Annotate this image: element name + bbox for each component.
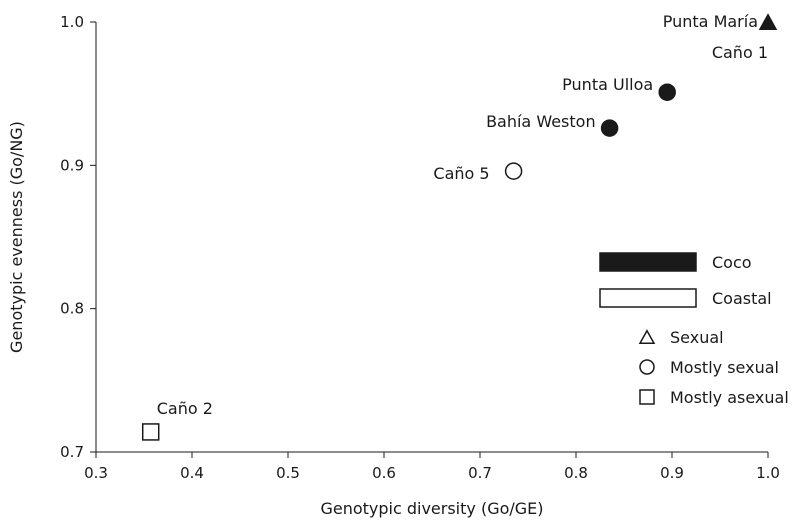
label-punta-ulloa: Punta Ulloa [562,75,653,94]
legend-label-mostly-sexual: Mostly sexual [670,358,779,377]
point-punta-ulloa [658,83,676,101]
y-tick-label: 0.8 [60,300,84,318]
x-tick-label: 0.7 [468,464,492,482]
legend-marker-mostly-sexual [639,359,655,375]
point-punta-maria [758,13,778,30]
axes: 0.3 0.4 0.5 0.6 0.7 0.8 0.9 1.0 0.7 0.8 0.9 1.0 [60,13,780,482]
x-axis-label: Genotypic diversity (Go/GE) [320,499,543,518]
label-cano-5: Caño 5 [433,164,489,183]
y-axis-label: Genotypic evenness (Go/NG) [7,121,26,353]
point-cano-2 [141,423,160,441]
legend-label-sexual: Sexual [670,328,724,347]
point-cano-5 [504,162,523,180]
x-tick-label: 0.9 [660,464,684,482]
legend-swatch-coastal [599,288,697,308]
data-points: Punta María Caño 1 Punta Ulloa Bahía Weston… [141,12,778,441]
legend-label-coastal: Coastal [712,289,772,308]
x-tick-label: 0.4 [180,464,204,482]
x-tick-label: 0.8 [564,464,588,482]
y-tick-label: 1.0 [60,13,84,31]
label-punta-maria: Punta María [663,12,758,31]
legend-marker-sexual [638,329,656,345]
legend-label-mostly-asexual: Mostly asexual [670,388,789,407]
y-tick-label: 0.9 [60,156,84,174]
label-bahia-weston: Bahía Weston [486,112,596,131]
legend-label-coco: Coco [712,253,752,272]
legend-marker-mostly-asexual [639,389,655,405]
legend: Coco Coastal Sexual Mostly sexual Mostly ase… [599,252,789,407]
label-cano-2: Caño 2 [157,399,213,418]
x-tick-label: 0.5 [276,464,300,482]
legend-swatch-coco [599,252,697,272]
y-tick-label: 0.7 [60,443,84,461]
x-tick-label: 1.0 [756,464,780,482]
label-cano-1: Caño 1 [712,43,768,62]
point-bahia-weston [600,119,619,137]
x-tick-label: 0.6 [372,464,396,482]
x-tick-label: 0.3 [84,464,108,482]
